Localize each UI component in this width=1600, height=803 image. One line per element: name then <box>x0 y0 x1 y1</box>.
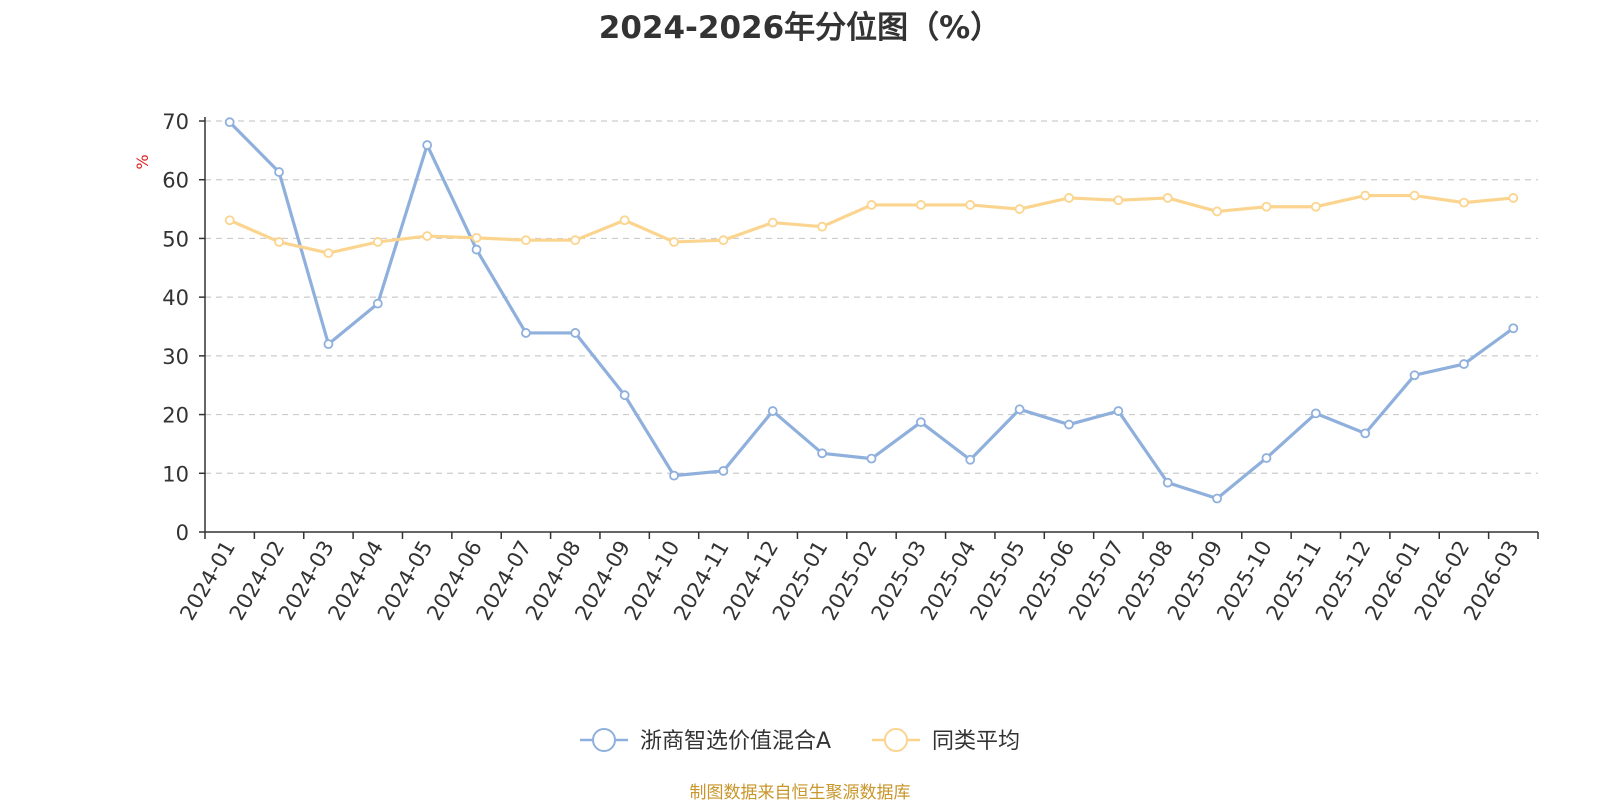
data-point <box>915 200 926 210</box>
data-point <box>866 200 877 210</box>
data-point <box>323 248 334 259</box>
data-point <box>915 417 926 428</box>
data-point <box>1261 453 1272 463</box>
data-point <box>1310 408 1321 419</box>
data-point <box>570 235 581 246</box>
y-tick-label: 50 <box>162 227 189 251</box>
data-point <box>1064 419 1074 430</box>
y-tick-label: 0 <box>176 521 189 545</box>
data-point <box>718 466 729 476</box>
data-point <box>570 328 581 338</box>
data-point <box>471 232 482 243</box>
y-tick-label: 40 <box>162 286 189 310</box>
y-tick-label: 30 <box>162 345 189 369</box>
y-tick-label: 60 <box>162 169 189 193</box>
data-point <box>224 117 235 128</box>
data-point <box>1409 370 1420 381</box>
legend-label: 浙商智选价值混合A <box>640 729 831 754</box>
data-point <box>372 298 383 309</box>
data-point <box>1014 204 1025 214</box>
data-point <box>1409 190 1420 201</box>
data-point <box>619 390 630 401</box>
data-point <box>471 244 482 255</box>
data-point <box>1064 193 1074 203</box>
data-point <box>1014 404 1025 415</box>
data-point <box>1162 477 1173 488</box>
data-point <box>1212 493 1222 504</box>
data-point <box>1508 193 1519 203</box>
data-point <box>422 231 433 241</box>
data-point <box>224 215 235 226</box>
data-point <box>965 454 976 465</box>
data-point <box>619 215 630 226</box>
data-point <box>274 237 284 247</box>
data-point <box>1113 406 1124 416</box>
data-point <box>372 237 383 247</box>
series-line-1 <box>228 121 1515 501</box>
data-point <box>767 406 778 416</box>
data-point <box>1459 197 1469 208</box>
y-tick-label: 70 <box>162 110 189 134</box>
data-point <box>1162 193 1173 203</box>
data-point <box>817 221 828 232</box>
data-point <box>718 235 729 246</box>
data-point <box>817 448 828 459</box>
legend-marker <box>592 728 616 752</box>
data-point <box>767 217 778 228</box>
y-axis-label: % <box>133 154 152 169</box>
data-point <box>274 167 284 177</box>
legend-label: 同类平均 <box>932 729 1020 754</box>
data-point <box>521 235 531 246</box>
source-note: 制图数据来自恒生聚源数据库 <box>689 783 911 803</box>
data-point <box>1360 190 1371 201</box>
chart-title: 2024-2026年分位图（%） <box>598 10 1002 46</box>
data-point <box>422 140 433 150</box>
data-point <box>323 339 334 350</box>
data-point <box>1459 359 1469 369</box>
data-point <box>521 328 531 338</box>
data-point <box>965 200 976 210</box>
data-point <box>669 237 679 247</box>
data-point <box>1113 195 1124 206</box>
legend-marker <box>884 728 908 752</box>
data-point <box>669 470 679 481</box>
data-point <box>866 453 877 464</box>
y-tick-label: 20 <box>162 404 189 428</box>
data-point <box>1360 428 1371 439</box>
data-point <box>1508 323 1519 334</box>
data-point <box>1261 201 1272 212</box>
y-tick-label: 10 <box>162 462 189 486</box>
data-point <box>1310 201 1321 212</box>
data-point <box>1212 206 1222 217</box>
